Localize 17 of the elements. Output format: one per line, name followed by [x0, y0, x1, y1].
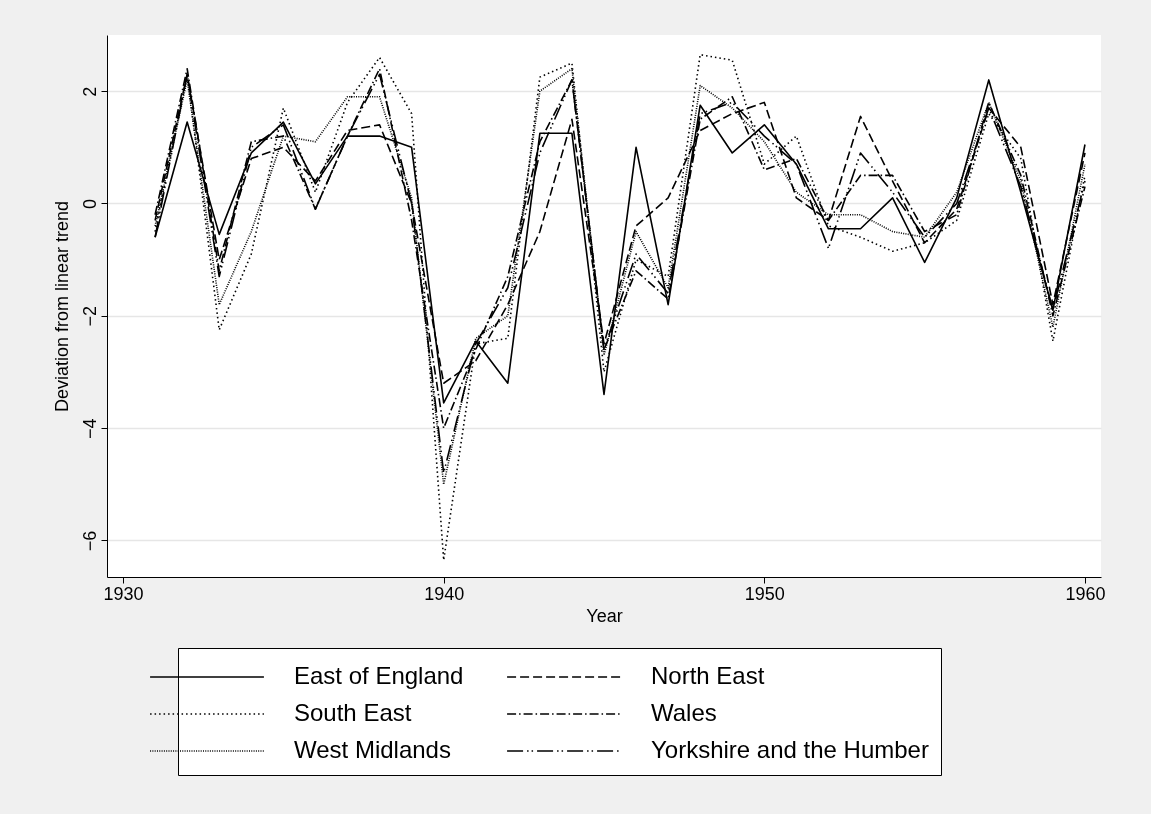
x-axis-title: Year — [586, 605, 623, 626]
x-tick-label: 1950 — [744, 583, 785, 604]
x-tick-label: 1940 — [424, 583, 465, 604]
x-tick-label: 1960 — [1065, 583, 1106, 604]
legend-label: South East — [294, 699, 412, 726]
y-tick-label: 0 — [79, 198, 100, 210]
y-tick-label: −4 — [79, 418, 100, 439]
y-tick-label: −6 — [79, 530, 100, 552]
legend-label: Wales — [651, 699, 717, 726]
y-tick-label: −2 — [79, 306, 100, 327]
legend-label: North East — [651, 662, 765, 689]
x-tick-label: 1930 — [103, 583, 144, 604]
legend-label: West Midlands — [294, 736, 451, 763]
legend-label: East of England — [294, 662, 464, 689]
y-axis-title: Deviation from linear trend — [51, 200, 72, 413]
y-tick-label: 2 — [79, 86, 100, 97]
legend-label: Yorkshire and the Humber — [651, 736, 929, 763]
